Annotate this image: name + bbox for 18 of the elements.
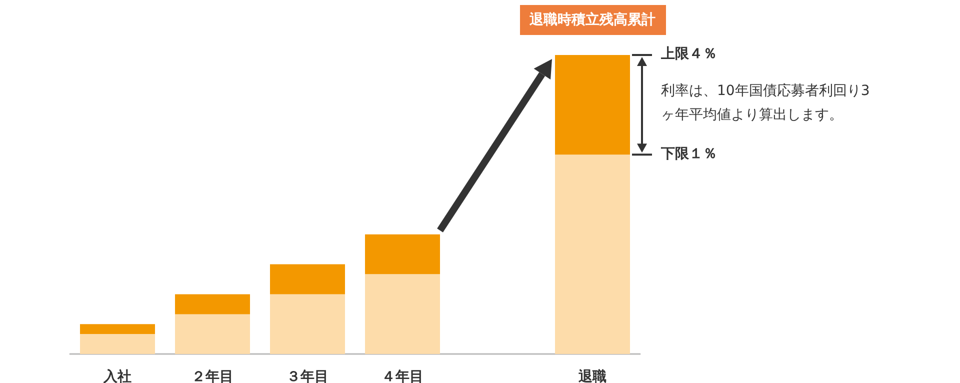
bar (365, 274, 440, 354)
bar (175, 294, 250, 314)
bar (80, 324, 155, 334)
bar (555, 55, 630, 155)
text: 上限４％ (661, 45, 717, 63)
bar (555, 154, 630, 354)
bar (80, 334, 155, 354)
x-tick-label: ２年目 (192, 368, 234, 383)
bar (365, 234, 440, 274)
bar (270, 264, 345, 294)
bar (175, 314, 250, 354)
text: 下限１％ (661, 144, 717, 163)
text: 利率は、10年国債応募者利回り3ヶ年平均値より算出します。 (661, 82, 871, 125)
bar (270, 294, 345, 354)
x-tick-label: ４年目 (382, 368, 424, 383)
x-tick-label: 退職 (578, 368, 606, 383)
text: 退職時積立残高累計 (520, 5, 666, 35)
x-tick-label: ３年目 (286, 368, 328, 383)
